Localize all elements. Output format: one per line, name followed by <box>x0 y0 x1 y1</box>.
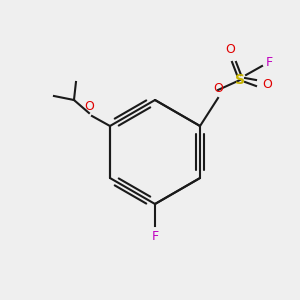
Text: O: O <box>84 100 94 113</box>
Text: O: O <box>213 82 223 95</box>
Text: F: F <box>266 56 273 68</box>
Text: F: F <box>152 230 159 243</box>
Text: O: O <box>225 43 235 56</box>
Text: O: O <box>262 77 272 91</box>
Text: S: S <box>235 73 245 87</box>
